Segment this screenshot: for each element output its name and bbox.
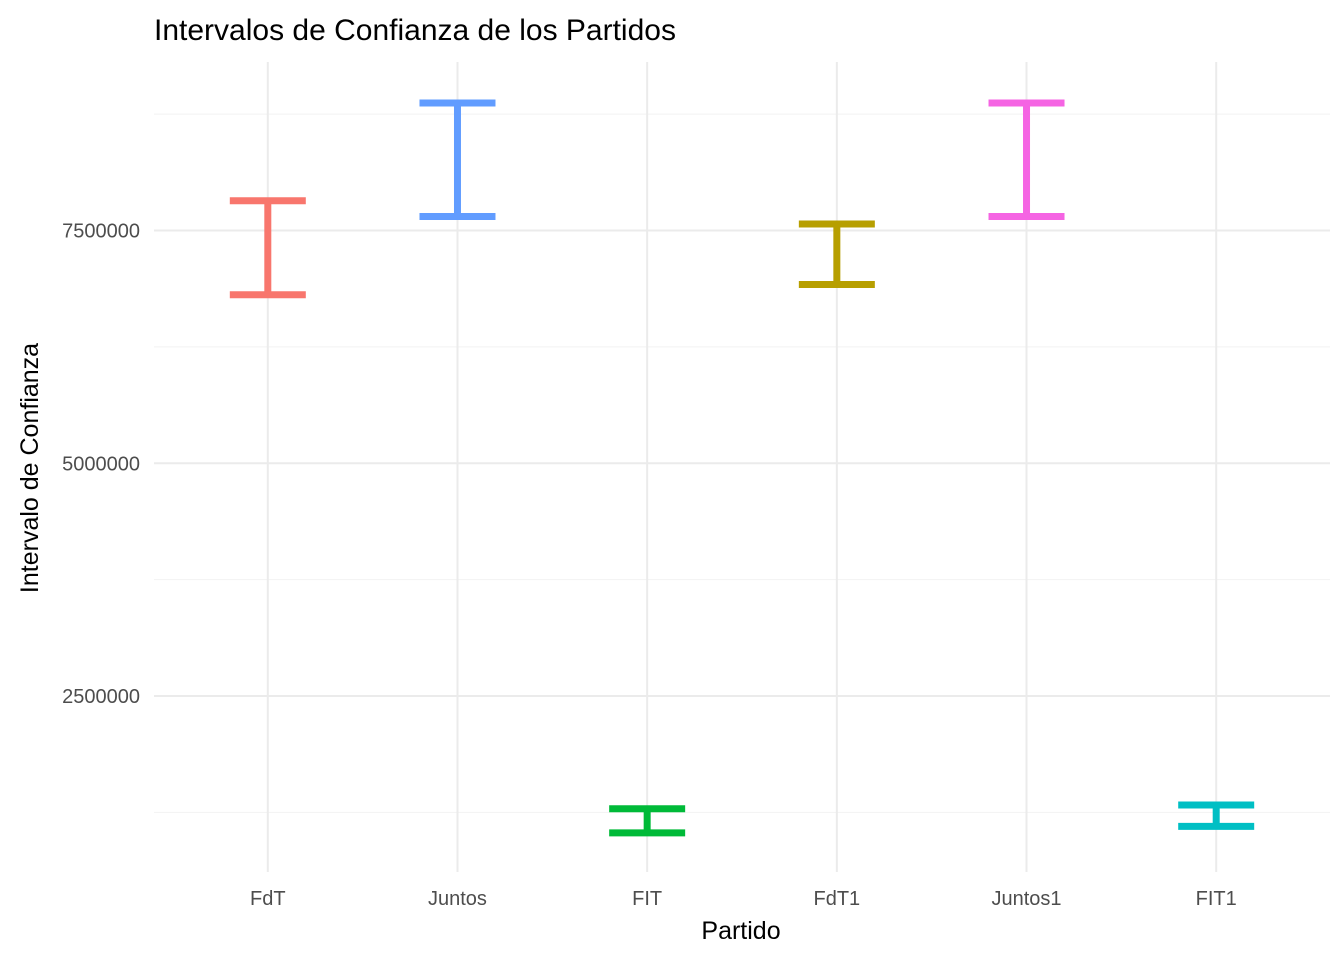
error-bar-fit1 <box>1178 801 1255 830</box>
y-tick-label: 7500000 <box>62 221 140 243</box>
error-bar-fdt <box>229 197 306 299</box>
x-tick-label: FIT1 <box>1196 888 1237 910</box>
y-axis-ticks: 2500000 5000000 7500000 <box>62 221 140 709</box>
x-tick-label: FIT <box>632 888 662 910</box>
x-axis-ticks: FdT Juntos FIT FdT1 Juntos1 FIT1 <box>250 888 1237 910</box>
error-bar-juntos1 <box>988 99 1065 221</box>
x-tick-label: Juntos <box>428 888 487 910</box>
y-axis-title: Intervalo de Confianza <box>16 343 44 593</box>
error-bar-fdt1 <box>798 220 875 289</box>
x-axis-title: Partido <box>701 917 780 945</box>
y-tick-label: 2500000 <box>62 686 140 708</box>
y-tick-label: 5000000 <box>62 453 140 475</box>
x-tick-label: Juntos1 <box>991 888 1061 910</box>
error-bars <box>229 99 1255 837</box>
error-bar-juntos <box>419 99 496 221</box>
x-tick-label: FdT1 <box>813 888 860 910</box>
grid <box>154 62 1330 872</box>
error-bar-fit <box>609 805 686 837</box>
chart-title: Intervalos de Confianza de los Partidos <box>154 14 676 47</box>
x-tick-label: FdT <box>250 888 286 910</box>
